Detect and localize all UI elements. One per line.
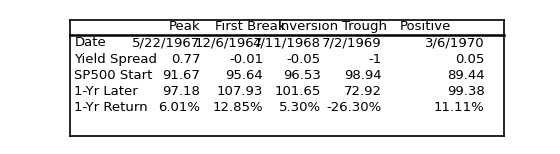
Text: -0.01: -0.01 [229,53,263,66]
Text: Inversion: Inversion [277,20,338,33]
Text: 98.94: 98.94 [344,69,381,82]
Text: 91.67: 91.67 [162,69,200,82]
Text: 0.05: 0.05 [455,53,484,66]
Text: -1: -1 [368,53,381,66]
Text: 95.64: 95.64 [225,69,263,82]
Text: 107.93: 107.93 [217,85,263,98]
Text: 4/11/1968: 4/11/1968 [253,36,321,49]
Text: SP500 Start: SP500 Start [74,69,153,82]
Text: 5.30%: 5.30% [279,101,321,114]
Text: 12/6/1967: 12/6/1967 [195,36,263,49]
Text: 12.85%: 12.85% [212,101,263,114]
Text: 5/22/1967: 5/22/1967 [132,36,200,49]
Text: 97.18: 97.18 [162,85,200,98]
Text: 89.44: 89.44 [447,69,484,82]
Text: 3/6/1970: 3/6/1970 [425,36,484,49]
Text: 101.65: 101.65 [274,85,321,98]
Text: First Break: First Break [215,20,286,33]
Text: 6.01%: 6.01% [158,101,200,114]
Text: 72.92: 72.92 [344,85,381,98]
Text: Yield Spread: Yield Spread [74,53,157,66]
Text: Date: Date [74,36,106,49]
Text: 7/2/1969: 7/2/1969 [322,36,381,49]
Text: -0.05: -0.05 [287,53,321,66]
Text: 1-Yr Later: 1-Yr Later [74,85,138,98]
Text: Positive: Positive [400,20,451,33]
Text: 96.53: 96.53 [283,69,321,82]
Text: 1-Yr Return: 1-Yr Return [74,101,148,114]
Text: 11.11%: 11.11% [433,101,484,114]
Text: -26.30%: -26.30% [326,101,381,114]
Text: 99.38: 99.38 [447,85,484,98]
Text: 0.77: 0.77 [171,53,200,66]
Text: Trough: Trough [342,20,387,33]
Text: Peak: Peak [169,20,201,33]
